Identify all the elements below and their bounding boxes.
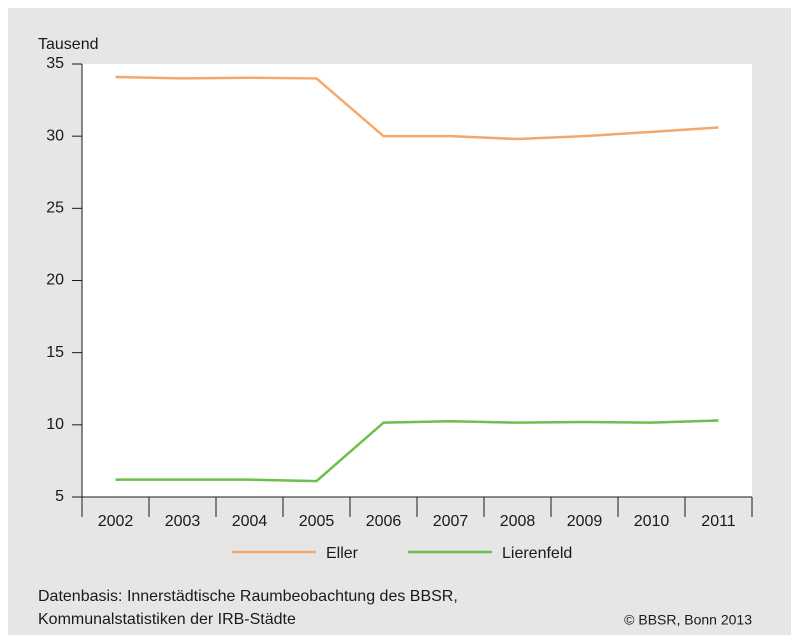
x-tick-label: 2007	[433, 513, 469, 530]
x-tick-label: 2004	[232, 513, 268, 530]
copyright: © BBSR, Bonn 2013	[624, 612, 752, 628]
y-tick-label: 20	[46, 272, 64, 289]
source-note: Kommunalstatistiken der IRB-Städte	[38, 611, 296, 628]
x-tick-label: 2008	[500, 513, 536, 530]
x-tick-label: 2002	[98, 513, 134, 530]
x-tick-label: 2010	[634, 513, 670, 530]
series-line	[115, 419, 719, 483]
series-line	[115, 75, 719, 141]
y-tick-label: 35	[46, 55, 64, 72]
y-tick-label: 10	[46, 416, 64, 433]
source-note: Datenbasis: Innerstädtische Raumbeobacht…	[38, 588, 458, 605]
x-tick-label: 2003	[165, 513, 201, 530]
x-tick-label: 2011	[701, 513, 736, 530]
x-tick-label: 2006	[366, 513, 402, 530]
x-tick-label: 2005	[299, 513, 335, 530]
legend-label: Eller	[326, 545, 359, 562]
y-tick-label: 25	[46, 200, 64, 217]
y-tick-label: 5	[55, 488, 64, 505]
y-tick-label: 15	[46, 344, 64, 361]
legend-label: Lierenfeld	[502, 545, 572, 562]
x-tick-label: 2009	[567, 513, 603, 530]
y-axis-label: Tausend	[38, 36, 99, 53]
y-tick-label: 30	[46, 127, 64, 144]
plot-area	[82, 64, 752, 497]
